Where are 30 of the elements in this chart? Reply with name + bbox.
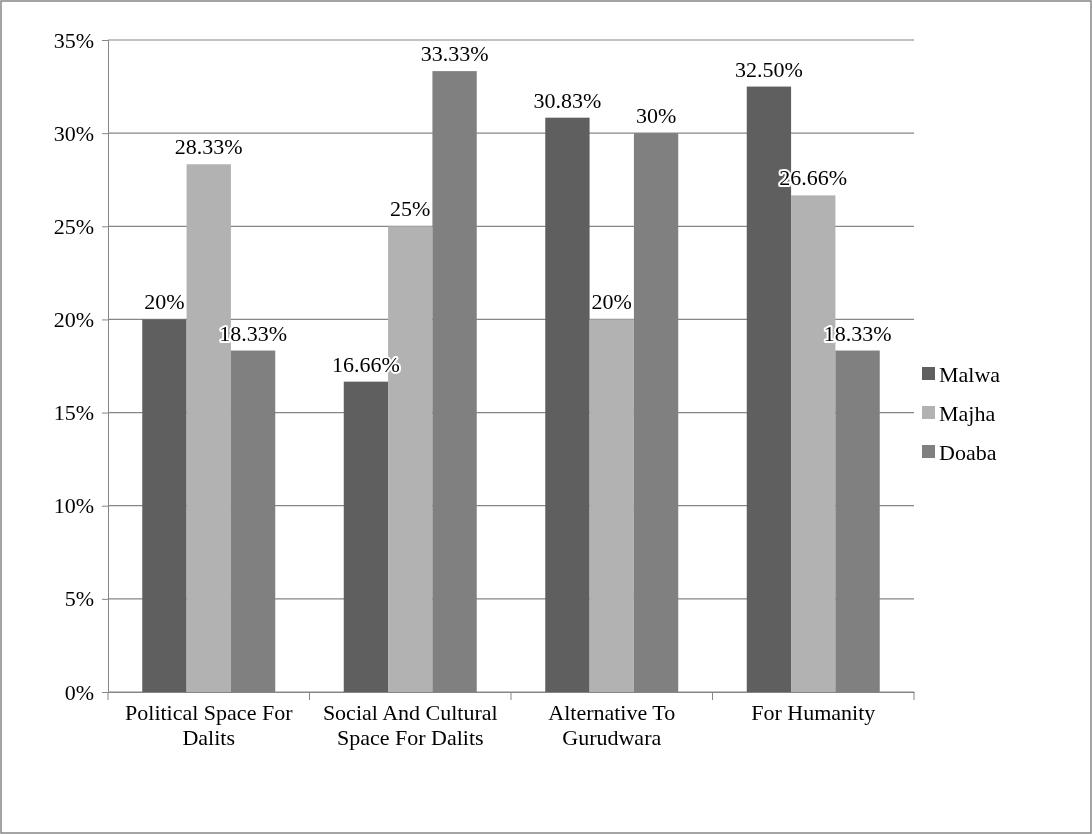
data-label: 20% (144, 289, 185, 315)
data-label: 32.50% (735, 56, 803, 82)
y-tick-label: 5% (64, 586, 94, 612)
bar (343, 381, 389, 692)
x-tick-label: Alternative To Gurudwara (548, 699, 676, 750)
x-tick-label: Political Space For Dalits (125, 699, 294, 750)
x-tick-label: For Humanity (751, 699, 876, 725)
y-tick-label: 35% (53, 27, 94, 53)
y-tick-label: 15% (53, 400, 94, 426)
data-label: 25% (390, 196, 431, 222)
data-label: 33.33% (420, 41, 489, 67)
legend-label: Malwa (939, 361, 1001, 387)
bar (589, 319, 634, 692)
data-label: 30.83% (533, 87, 602, 113)
data-label: 28.33% (174, 134, 243, 160)
y-tick-label: 20% (53, 306, 94, 332)
y-tick-label: 25% (53, 213, 94, 239)
data-label: 30% (635, 103, 677, 129)
data-label: 16.66% (332, 351, 400, 377)
y-tick-label: 10% (53, 493, 94, 519)
y-tick-label: 30% (53, 120, 94, 146)
data-label: 18.33% (823, 320, 892, 346)
y-tick-label: 0% (64, 679, 94, 705)
legend-label: Majha (939, 400, 996, 426)
legend-label: Doaba (939, 439, 997, 465)
bar (545, 117, 590, 692)
x-tick-label: Social And Cultural Space For Dalits (322, 699, 498, 750)
data-label: 20% (591, 289, 632, 315)
bar (142, 319, 187, 692)
data-label: 18.33% (219, 320, 287, 346)
